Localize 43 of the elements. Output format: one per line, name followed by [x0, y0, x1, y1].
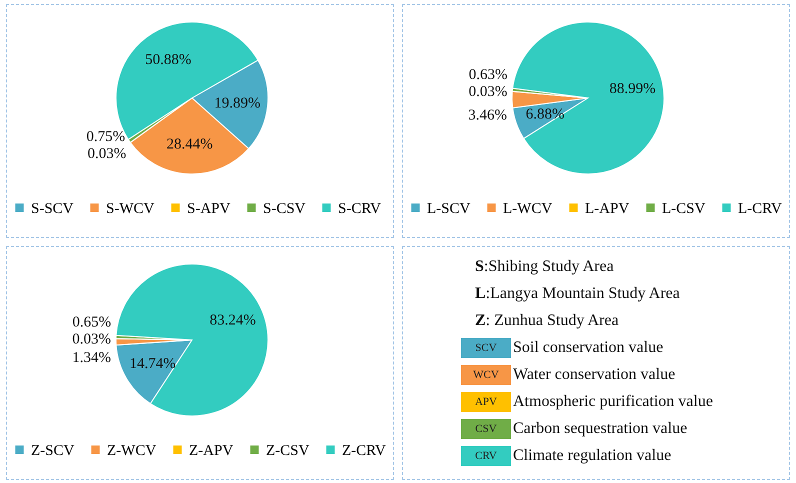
legend-label: S-CSV [263, 200, 306, 217]
legend-label: Z-WCV [107, 442, 156, 459]
data-label: 50.88% [145, 52, 192, 68]
text: Water conservation value [513, 366, 676, 384]
text: Atmospheric purification value [513, 392, 713, 410]
legend-label: Z-APV [189, 442, 234, 459]
legend-label: S-WCV [106, 200, 154, 217]
text: Soil conservation value [513, 338, 664, 356]
color-swatch: CRV [461, 446, 511, 466]
legend-label: L-CRV [738, 200, 782, 217]
legend-label: Z-SCV [31, 442, 75, 459]
data-label: 0.65% [72, 314, 112, 331]
data-label: 0.75% [86, 129, 126, 146]
data-label: 3.46% [468, 108, 508, 124]
data-label: 88.99% [609, 81, 656, 98]
text: Z: Zunhua Study Area [474, 311, 620, 331]
legend-label: L-APV [585, 200, 630, 217]
data-label: 0.63% [468, 67, 508, 84]
data-label: 1.34% [72, 350, 112, 366]
color-swatch: APV [461, 392, 511, 412]
legend-label: S-SCV [31, 200, 74, 217]
legend-label: Z-CSV [266, 442, 310, 459]
text: S:Shibing Study Area [474, 257, 615, 277]
text: L:Langya Mountain Study Area [474, 284, 681, 304]
text: Climate regulation value [513, 446, 672, 464]
color-swatch: CSV [461, 418, 511, 438]
legend-label: L-WCV [503, 200, 552, 217]
data-label: 6.88% [526, 106, 564, 122]
legend-label: L-CSV [662, 200, 706, 217]
text: Carbon sequestration value [513, 420, 688, 438]
legend-label: Z-CRV [342, 442, 386, 459]
color-swatch: WCV [461, 364, 511, 384]
data-label: 0.03% [88, 146, 126, 162]
legend-label: L-SCV [427, 200, 471, 217]
data-label: 28.44% [166, 136, 213, 153]
data-label: 0.03% [468, 84, 508, 100]
legend-label: S-CRV [338, 200, 382, 217]
color-swatch: SCV [461, 338, 511, 358]
data-label: 14.74% [130, 356, 176, 372]
data-label: 19.89% [214, 96, 260, 112]
legend-label: S-APV [187, 200, 231, 217]
data-label: 0.03% [72, 331, 112, 348]
data-label: 83.24% [210, 312, 256, 329]
